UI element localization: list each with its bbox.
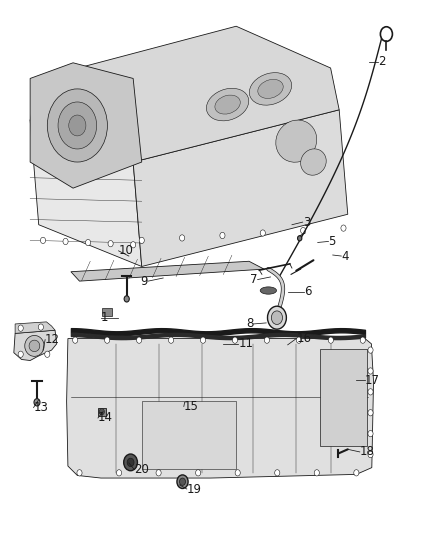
Circle shape [314,470,319,476]
Circle shape [368,347,373,353]
Circle shape [354,470,359,476]
Ellipse shape [69,115,86,136]
Circle shape [137,337,141,343]
Circle shape [233,337,237,343]
Ellipse shape [276,120,317,162]
Text: 15: 15 [184,400,199,413]
Text: 3: 3 [303,216,310,229]
Ellipse shape [25,335,44,357]
Text: 14: 14 [98,411,113,424]
Polygon shape [14,330,57,360]
Circle shape [40,237,46,244]
Polygon shape [67,338,374,478]
Bar [320,349,367,446]
Text: 9: 9 [141,274,148,288]
Circle shape [45,351,50,358]
Circle shape [127,458,134,466]
Ellipse shape [300,149,326,175]
Circle shape [196,470,201,476]
Circle shape [99,409,104,415]
Circle shape [124,296,129,302]
Circle shape [108,240,113,247]
Text: 5: 5 [328,235,336,248]
Circle shape [380,27,392,42]
Polygon shape [30,26,339,162]
Circle shape [105,337,110,343]
Circle shape [131,241,136,248]
Circle shape [268,306,286,329]
Circle shape [368,431,373,437]
Circle shape [220,232,225,239]
Circle shape [169,337,173,343]
Polygon shape [133,110,348,266]
Text: 8: 8 [246,318,253,330]
Text: 10: 10 [119,244,134,257]
Text: 12: 12 [45,333,60,346]
Bar [98,408,106,416]
Circle shape [85,239,91,246]
Circle shape [297,236,302,241]
Circle shape [180,235,185,241]
Text: 13: 13 [34,401,49,414]
Bar [142,401,236,469]
Ellipse shape [47,89,107,162]
Bar [102,308,112,316]
Circle shape [156,470,161,476]
Ellipse shape [260,287,276,294]
Polygon shape [71,261,264,281]
Text: 16: 16 [296,332,311,345]
Circle shape [328,337,333,343]
Ellipse shape [215,95,240,114]
Circle shape [38,324,43,330]
Ellipse shape [29,340,40,352]
Text: 11: 11 [238,337,253,350]
Circle shape [275,470,280,476]
Circle shape [360,337,365,343]
Circle shape [368,410,373,416]
Circle shape [117,470,122,476]
Circle shape [177,475,188,488]
Circle shape [265,337,269,343]
Polygon shape [30,120,142,266]
Ellipse shape [249,72,292,105]
Text: 6: 6 [304,285,311,298]
Circle shape [368,389,373,395]
Text: 4: 4 [341,249,349,263]
Circle shape [180,478,186,486]
Text: 1: 1 [101,311,109,324]
Text: 2: 2 [378,55,385,68]
Text: 20: 20 [134,463,149,475]
Circle shape [73,337,78,343]
Circle shape [260,230,265,236]
Circle shape [341,225,346,231]
Circle shape [139,237,144,244]
Text: 19: 19 [187,482,202,496]
Circle shape [201,337,205,343]
Circle shape [34,399,40,406]
Text: 17: 17 [365,374,380,387]
Text: 18: 18 [360,446,374,458]
Circle shape [368,451,373,458]
Ellipse shape [258,79,283,99]
Circle shape [77,470,82,476]
Polygon shape [15,322,55,333]
Text: 7: 7 [250,273,258,286]
Circle shape [18,325,23,332]
Circle shape [18,351,23,358]
Ellipse shape [206,88,249,121]
Circle shape [63,238,68,245]
Circle shape [124,454,138,471]
Polygon shape [30,63,142,188]
Circle shape [300,228,306,233]
Circle shape [297,337,301,343]
Circle shape [272,311,283,325]
Ellipse shape [58,102,97,149]
Circle shape [368,368,373,374]
Circle shape [235,470,240,476]
